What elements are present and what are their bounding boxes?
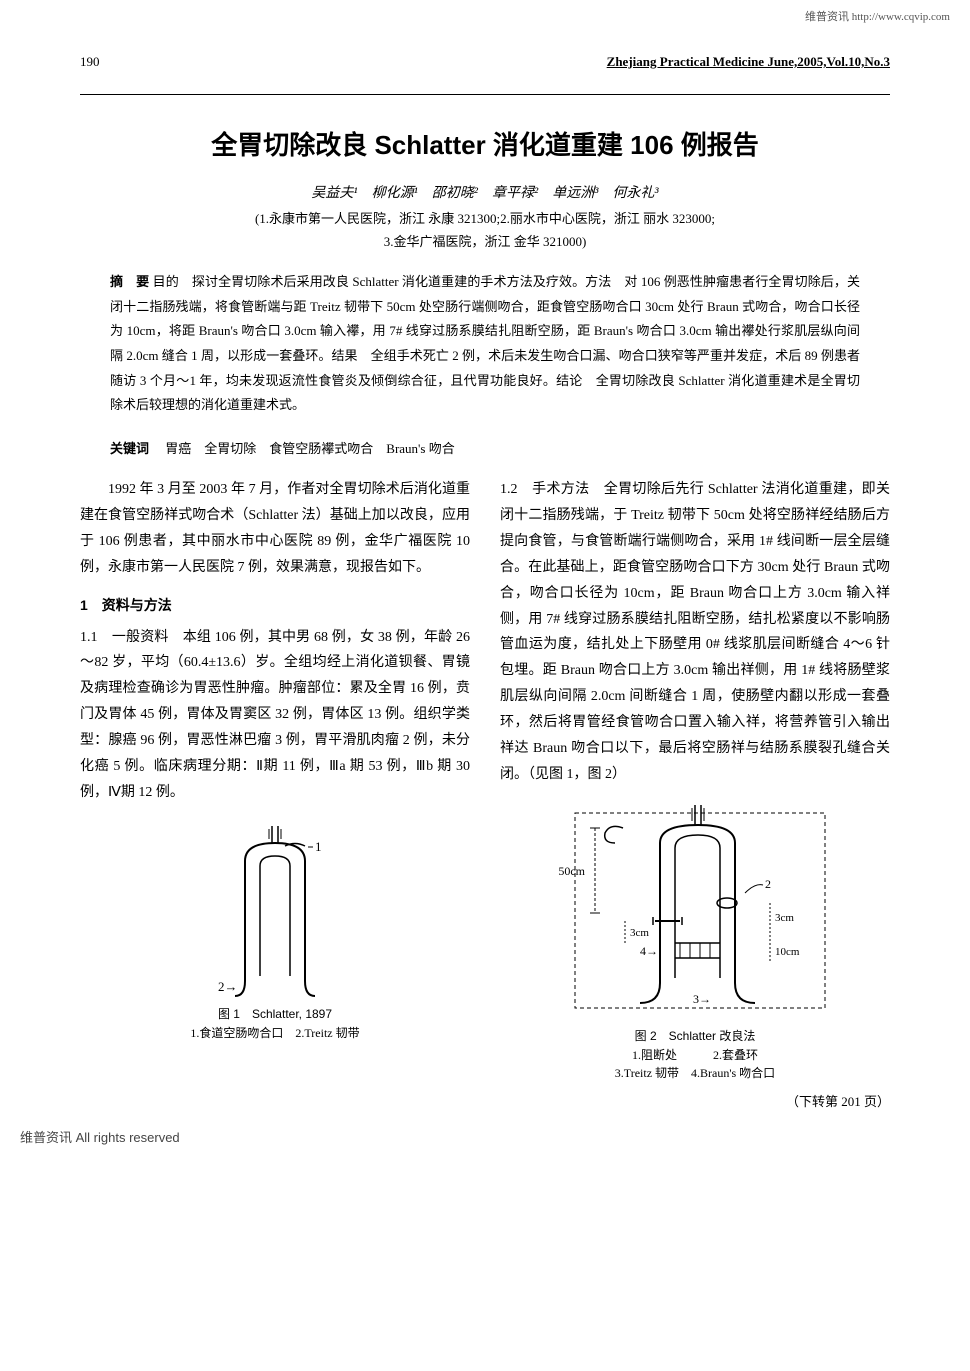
fig2-50cm: 50cm: [558, 864, 585, 878]
figure-1-caption: 图 1 Schlatter, 1897: [80, 1005, 470, 1024]
bottom-watermark: 维普资讯 All rights reserved: [20, 1127, 180, 1146]
top-watermark: 维普资讯 http://www.cqvip.com: [805, 8, 950, 24]
section-1-2: 1.2 手术方法 全胃切除后先行 Schlatter 法消化道重建，即关闭十二指…: [500, 477, 890, 788]
section-1-1-text: 1.1 一般资料 本组 106 例，其中男 68 例，女 38 例，年龄 26～…: [80, 630, 470, 800]
figure-2-caption: 图 2 Schlatter 改良法: [500, 1027, 890, 1046]
figure-1: 1 2→ 图 1 Schlatter, 1897 1.食道空肠吻合口 2.Tre…: [80, 821, 470, 1042]
affiliations-line2: 3.金华广福医院，浙江 金华 321000): [80, 231, 890, 250]
abstract: 摘 要 目的 探讨全胃切除术后采用改良 Schlatter 消化道重建的手术方法…: [110, 270, 860, 418]
abstract-text: 目的 探讨全胃切除术后采用改良 Schlatter 消化道重建的手术方法及疗效。…: [110, 274, 860, 412]
header-rule: [80, 94, 890, 95]
page-number: 190: [80, 54, 100, 70]
fig1-label-2: 2→: [218, 979, 238, 994]
body-columns: 1992 年 3 月至 2003 年 7 月，作者对全胃切除术后消化道重建在食管…: [80, 477, 890, 1114]
keywords: 关键词 胃癌 全胃切除 食管空肠襻式吻合 Braun's 吻合: [110, 438, 860, 457]
figure-1-svg: 1 2→: [190, 821, 360, 1001]
page: 维普资讯 http://www.cqvip.com 190 Zhejiang P…: [0, 0, 970, 1154]
section-1-2-text: 1.2 手术方法 全胃切除后先行 Schlatter 法消化道重建，即关闭十二指…: [500, 482, 890, 782]
right-column: 1.2 手术方法 全胃切除后先行 Schlatter 法消化道重建，即关闭十二指…: [500, 477, 890, 1114]
figure-1-legend: 1.食道空肠吻合口 2.Treitz 韧带: [80, 1024, 470, 1042]
fig2-3cm-b: 3cm: [775, 912, 794, 924]
authors: 吴益夫¹ 柳化源¹ 邵初晓² 章平禄² 单远洲³ 何永礼³: [80, 182, 890, 202]
figure-2-legend-1: 1.阻断处 2.套叠环: [500, 1046, 890, 1064]
keywords-label: 关键词: [110, 441, 149, 456]
continued-note: （下转第 201 页）: [500, 1090, 890, 1114]
figure-2: 50cm 3cm 3cm 10cm 2 4→ 3→: [500, 803, 890, 1082]
figure-2-legend-2: 3.Treitz 韧带 4.Braun's 吻合口: [500, 1064, 890, 1082]
figure-2-svg: 50cm 3cm 3cm 10cm 2 4→ 3→: [545, 803, 845, 1023]
section-1-1: 1.1 一般资料 本组 106 例，其中男 68 例，女 38 例，年龄 26～…: [80, 625, 470, 806]
fig2-10cm: 10cm: [775, 946, 800, 958]
fig2-3cm-a: 3cm: [630, 927, 649, 939]
left-column: 1992 年 3 月至 2003 年 7 月，作者对全胃切除术后消化道重建在食管…: [80, 477, 470, 1114]
fig2-label-3: 3→: [693, 992, 711, 1006]
fig2-label-2: 2: [765, 877, 771, 891]
abstract-label: 摘 要: [110, 274, 149, 289]
section-1-heading: 1 资料与方法: [80, 593, 470, 619]
intro-paragraph: 1992 年 3 月至 2003 年 7 月，作者对全胃切除术后消化道重建在食管…: [80, 477, 470, 581]
article-title: 全胃切除改良 Schlatter 消化道重建 106 例报告: [80, 125, 890, 162]
keywords-text: 胃癌 全胃切除 食管空肠襻式吻合 Braun's 吻合: [165, 441, 454, 456]
fig1-label-1: 1: [315, 839, 322, 854]
running-header: 190 Zhejiang Practical Medicine June,200…: [80, 50, 890, 74]
journal-info: Zhejiang Practical Medicine June,2005,Vo…: [607, 54, 890, 70]
affiliations-line1: (1.永康市第一人民医院，浙江 永康 321300;2.丽水市中心医院，浙江 丽…: [80, 208, 890, 227]
fig2-label-4: 4→: [640, 944, 658, 958]
